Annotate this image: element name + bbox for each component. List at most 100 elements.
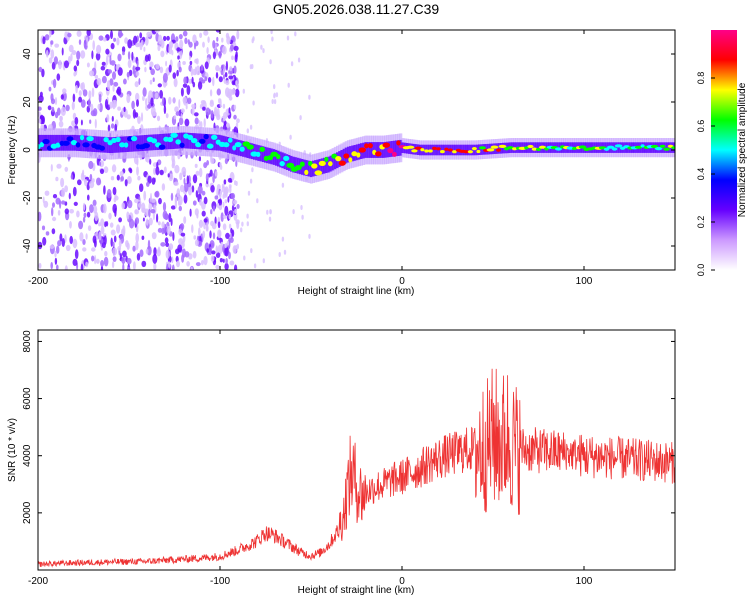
- x-tick-label: -200: [28, 576, 48, 587]
- noise-speck: [182, 83, 188, 88]
- noise-speck: [51, 207, 54, 217]
- noise-speck: [101, 75, 107, 84]
- noise-speck: [229, 66, 233, 72]
- ridge-band: [146, 134, 149, 151]
- noise-speck: [209, 246, 212, 256]
- colorbar-tick-label: 0.0: [696, 264, 706, 277]
- noise-speck: [82, 239, 86, 245]
- noise-speck: [195, 262, 201, 267]
- noise-speck: [97, 103, 101, 110]
- noise-speck: [219, 258, 223, 263]
- snr-y-ticks: 2000 4000 6000 8000: [22, 330, 675, 524]
- noise-speck: [268, 216, 272, 222]
- noise-speck: [85, 261, 89, 268]
- noise-speck: [60, 106, 66, 117]
- noise-speck: [113, 81, 119, 87]
- noise-speck: [188, 55, 191, 61]
- noise-speck: [266, 209, 269, 215]
- ridge-core: [572, 146, 577, 151]
- noise-speck: [200, 100, 206, 105]
- noise-speck: [69, 235, 73, 245]
- noise-speck: [103, 256, 109, 267]
- noise-speck: [64, 60, 69, 69]
- noise-speck: [234, 53, 238, 63]
- noise-speck: [52, 216, 57, 222]
- ridge-band: [355, 144, 359, 161]
- noise-speck: [100, 218, 105, 228]
- noise-speck: [236, 118, 240, 124]
- noise-speck: [236, 204, 240, 209]
- noise-speck: [205, 107, 211, 116]
- noise-speck: [96, 77, 102, 86]
- ridge-core: [239, 146, 245, 152]
- ridge-core: [175, 139, 181, 145]
- ridge-core: [111, 137, 117, 143]
- noise-speck: [88, 98, 91, 108]
- noise-speck: [147, 239, 151, 250]
- ridge-core: [452, 150, 457, 154]
- noise-speck: [156, 115, 161, 122]
- noise-speck: [94, 255, 97, 265]
- ridge-band: [432, 144, 436, 156]
- noise-speck: [106, 188, 112, 199]
- noise-speck: [48, 86, 52, 92]
- ridge-core: [414, 146, 423, 150]
- noise-speck: [269, 59, 272, 65]
- y-tick-label: 20: [22, 96, 33, 108]
- noise-speck: [116, 174, 120, 181]
- ridge-band: [100, 136, 104, 153]
- ridge-band: [104, 136, 108, 153]
- noise-speck: [203, 118, 206, 128]
- noise-speck: [134, 112, 139, 118]
- ridge-core: [539, 145, 546, 149]
- noise-speck: [226, 35, 231, 45]
- noise-speck: [209, 89, 213, 97]
- ridge-core: [259, 146, 266, 152]
- noise-speck: [194, 117, 199, 125]
- ridge-band: [392, 140, 396, 157]
- ridge-band: [333, 153, 337, 170]
- noise-speck: [148, 217, 153, 226]
- noise-speck: [214, 171, 218, 177]
- y-tick-label: 4000: [22, 444, 33, 467]
- noise-speck: [206, 47, 209, 55]
- noise-speck: [273, 99, 277, 105]
- noise-speck: [110, 60, 116, 66]
- noise-speck: [223, 116, 226, 122]
- noise-speck: [101, 61, 106, 66]
- ridge-band: [135, 135, 139, 152]
- noise-speck: [145, 36, 149, 46]
- noise-speck: [195, 58, 199, 65]
- ridge-core: [611, 147, 618, 151]
- colorbar-tick-label: 0.4: [696, 168, 706, 181]
- ridge-core: [338, 160, 346, 166]
- ridge-core: [222, 142, 230, 148]
- noise-speck: [38, 95, 44, 103]
- ridge-core: [659, 144, 666, 148]
- noise-speck: [82, 89, 88, 97]
- noise-speck: [80, 82, 84, 90]
- ridge-band: [438, 144, 442, 156]
- noise-speck: [182, 30, 188, 37]
- noise-speck: [225, 80, 230, 86]
- ridge-core: [167, 136, 174, 143]
- noise-speck: [203, 255, 208, 266]
- noise-speck: [227, 196, 230, 203]
- noise-speck: [139, 183, 144, 192]
- noise-speck: [204, 61, 209, 70]
- noise-speck: [157, 44, 161, 52]
- noise-speck: [61, 47, 64, 56]
- noise-speck: [42, 236, 47, 246]
- noise-speck: [222, 223, 227, 231]
- ridge-core: [471, 147, 477, 151]
- noise-speck: [144, 54, 149, 62]
- noise-speck: [190, 67, 194, 77]
- noise-speck: [52, 194, 58, 199]
- noise-speck: [211, 250, 216, 255]
- ridge-core: [634, 145, 643, 149]
- ridge-core: [382, 142, 391, 148]
- noise-speck: [199, 198, 202, 206]
- noise-speck: [38, 262, 42, 269]
- ridge-core: [198, 138, 206, 144]
